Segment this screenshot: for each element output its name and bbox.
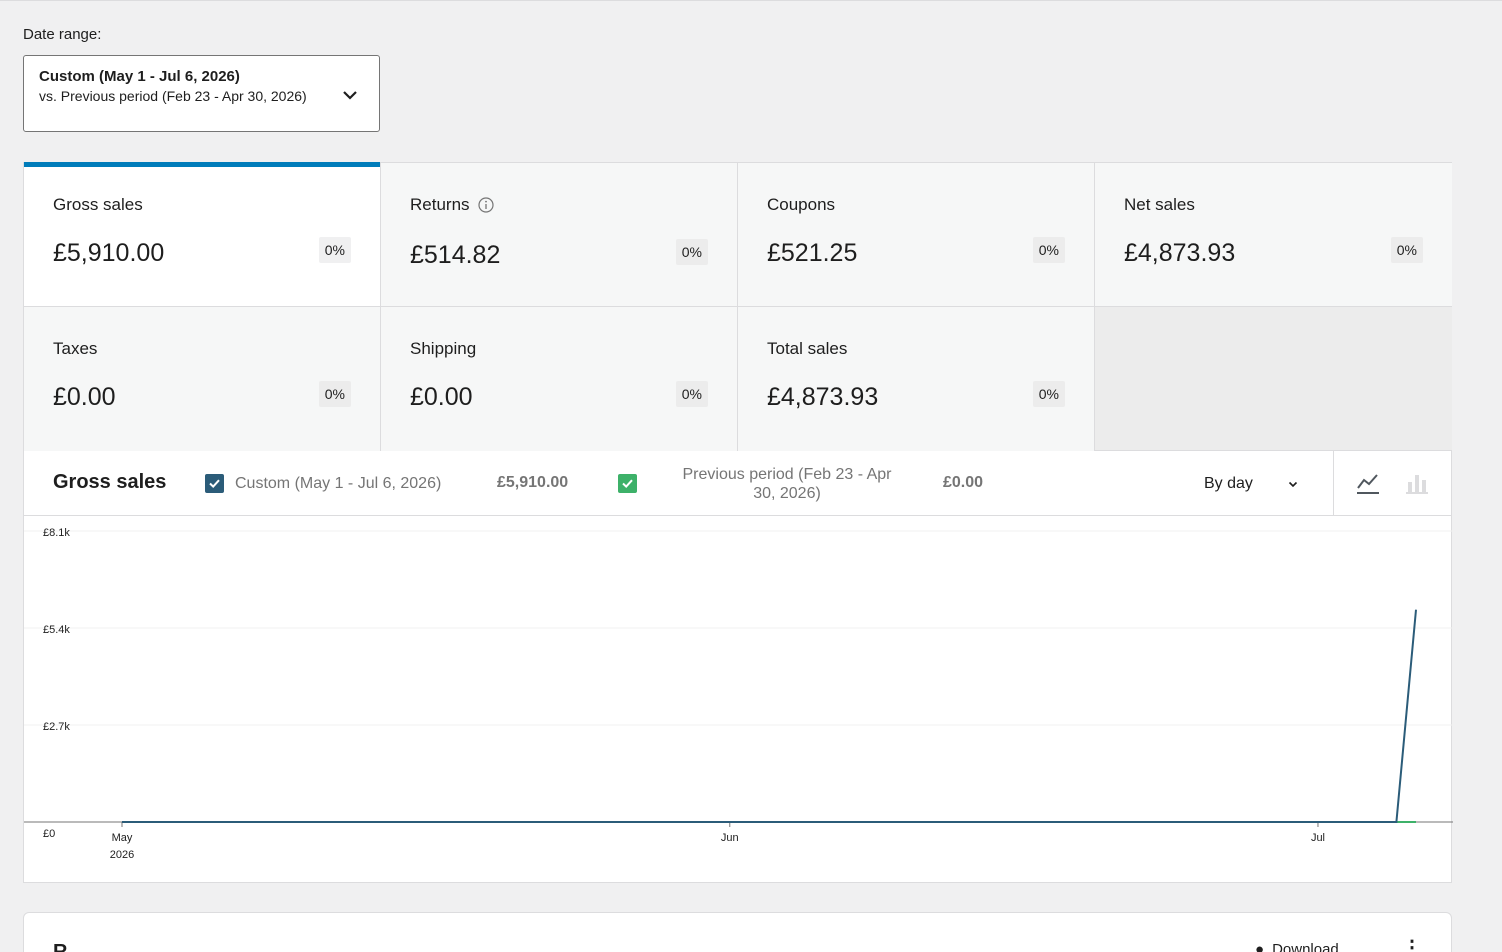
download-icon: ●: [1255, 941, 1265, 952]
x-tick-label: Jun: [721, 832, 739, 844]
more-options-icon[interactable]: ⋮: [1402, 937, 1422, 952]
bar-chart-icon[interactable]: [1403, 469, 1431, 497]
tile-empty-slot: [1095, 307, 1452, 450]
date-range-primary: Custom (May 1 - Jul 6, 2026): [39, 68, 240, 85]
tile-coupons[interactable]: Coupons £521.25 0%: [738, 163, 1095, 307]
legend-previous-period[interactable]: Previous period (Feb 23 - Apr 30, 2026): [618, 451, 902, 516]
download-label: Download: [1272, 941, 1339, 952]
checkbox-checked-icon[interactable]: [205, 474, 224, 493]
legend-total-current: £5,910.00: [497, 474, 569, 491]
tile-label: Total sales: [767, 339, 848, 358]
legend-label: Custom (May 1 - Jul 6, 2026): [235, 474, 442, 492]
tile-delta-badge: 0%: [675, 239, 708, 265]
y-tick-label: £8.1k: [43, 527, 70, 539]
legend-total-previous: £0.00: [943, 474, 984, 491]
tile-delta-badge: 0%: [1032, 237, 1065, 263]
chart-card: Gross sales Custom (May 1 - Jul 6, 2026)…: [23, 451, 1453, 883]
tile-label-wrap: Returns: [410, 195, 494, 215]
tile-label: Shipping: [410, 339, 477, 358]
tile-label: Gross sales: [53, 195, 143, 214]
y-tick-label: £2.7k: [43, 721, 70, 733]
line-chart-icon[interactable]: [1354, 469, 1382, 497]
tile-label: Net sales: [1124, 195, 1195, 214]
date-range-comparison: vs. Previous period (Feb 23 - Apr 30, 20…: [39, 88, 307, 104]
y-tick-label: £0: [43, 828, 55, 840]
x-tick-label: May: [112, 832, 133, 844]
download-button[interactable]: ● Download: [1255, 941, 1339, 952]
summary-tiles: Gross sales £5,910.00 0% Returns £514.82…: [23, 162, 1452, 451]
chevron-down-icon: [1288, 481, 1298, 487]
tile-shipping[interactable]: Shipping £0.00 0%: [381, 307, 738, 451]
y-tick-label: £5.4k: [43, 624, 70, 636]
tile-delta-badge: 0%: [675, 381, 708, 407]
page-top-border: [0, 0, 1502, 1]
x-tick-sublabel: 2026: [110, 849, 134, 861]
series-line: [122, 609, 1417, 823]
date-range-label: Date range:: [23, 26, 102, 43]
tile-delta-badge: 0%: [1032, 381, 1065, 407]
interval-select[interactable]: By day: [1204, 451, 1299, 516]
interval-label: By day: [1204, 474, 1253, 492]
leaderboard-card: R ● Download ⋮: [23, 912, 1452, 952]
tile-delta-badge: 0%: [1390, 237, 1423, 263]
tile-value: £521.25: [767, 239, 858, 267]
card-title: R: [53, 941, 68, 952]
chevron-down-icon: [343, 91, 357, 100]
tile-net-sales[interactable]: Net sales £4,873.93 0%: [1095, 163, 1452, 307]
legend-current-period[interactable]: Custom (May 1 - Jul 6, 2026): [205, 451, 441, 516]
tile-value: £0.00: [410, 383, 473, 411]
info-icon[interactable]: [477, 197, 494, 213]
checkbox-checked-icon[interactable]: [618, 474, 637, 493]
tile-delta-badge: 0%: [318, 381, 351, 407]
legend-label: Previous period (Feb 23 - Apr 30, 2026): [682, 465, 892, 502]
tile-gross-sales[interactable]: Gross sales £5,910.00 0%: [24, 162, 381, 307]
tile-value: £4,873.93: [1124, 239, 1236, 267]
tile-label: Taxes: [53, 339, 98, 358]
tile-label: Returns: [410, 195, 470, 214]
tile-label: Coupons: [767, 195, 836, 214]
tile-value: £0.00: [53, 383, 116, 411]
tile-total-sales[interactable]: Total sales £4,873.93 0%: [738, 307, 1095, 451]
x-tick-label: Jul: [1311, 832, 1325, 844]
tile-delta-badge: 0%: [318, 237, 351, 263]
gross-sales-line-chart: £8.1k £5.4k £2.7k £0 May 2026 Jun Jul: [24, 527, 1453, 861]
divider: [1333, 451, 1334, 516]
chart-title: Gross sales: [53, 471, 167, 493]
tile-value: £514.82: [410, 241, 501, 269]
tile-value: £4,873.93: [767, 383, 879, 411]
chart-header: Gross sales Custom (May 1 - Jul 6, 2026)…: [24, 451, 1451, 516]
date-range-dropdown[interactable]: Custom (May 1 - Jul 6, 2026) vs. Previou…: [23, 55, 380, 132]
tile-returns[interactable]: Returns £514.82 0%: [381, 163, 738, 307]
tile-value: £5,910.00: [53, 239, 165, 267]
tile-taxes[interactable]: Taxes £0.00 0%: [24, 307, 381, 451]
